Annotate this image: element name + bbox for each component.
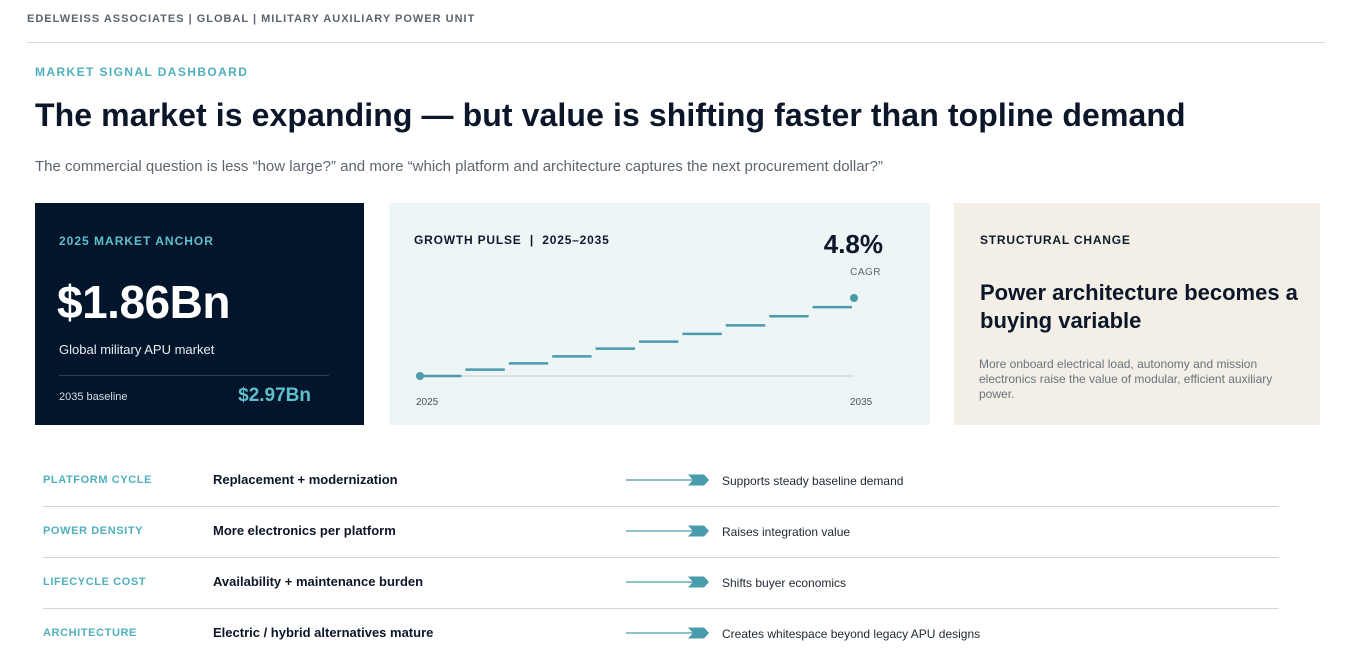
chart-end-point bbox=[850, 294, 858, 302]
page-subtitle: The commercial question is less “how lar… bbox=[35, 158, 883, 175]
breadcrumb: EDELWEISS ASSOCIATES | GLOBAL | MILITARY… bbox=[27, 13, 476, 25]
section-eyebrow: MARKET SIGNAL DASHBOARD bbox=[35, 65, 249, 79]
market-anchor-label: 2025 MARKET ANCHOR bbox=[59, 234, 214, 248]
growth-chart bbox=[416, 294, 858, 380]
growth-pulse-label: GROWTH PULSE | 2025–2035 bbox=[414, 233, 610, 247]
table-row: PLATFORM CYCLE Replacement + modernizati… bbox=[43, 456, 1279, 507]
row-driver: Electric / hybrid alternatives mature bbox=[213, 625, 434, 640]
row-impact: Raises integration value bbox=[722, 525, 851, 539]
growth-pulse-card: GROWTH PULSE | 2025–2035 4.8% CAGR 2025 … bbox=[389, 203, 930, 425]
market-anchor-value: $1.86Bn bbox=[57, 276, 230, 328]
structural-change-description: More onboard electrical load, autonomy a… bbox=[979, 357, 1273, 401]
chart-start-year: 2025 bbox=[416, 397, 439, 408]
structural-change-title: Power architecture becomes a buying vari… bbox=[980, 280, 1298, 333]
arrow-right-icon bbox=[626, 525, 709, 537]
row-driver: Availability + maintenance burden bbox=[213, 574, 424, 589]
driver-table: PLATFORM CYCLE Replacement + modernizati… bbox=[43, 456, 1279, 660]
chart-start-point bbox=[416, 372, 424, 380]
row-category: ARCHITECTURE bbox=[43, 627, 137, 639]
table-row: ARCHITECTURE Electric / hybrid alternati… bbox=[43, 609, 1279, 660]
cagr-value: 4.8% bbox=[823, 229, 883, 259]
row-impact: Creates whitespace beyond legacy APU des… bbox=[722, 627, 981, 641]
arrow-right-icon bbox=[626, 576, 709, 588]
row-category: PLATFORM CYCLE bbox=[43, 474, 153, 486]
row-impact: Supports steady baseline demand bbox=[722, 474, 904, 488]
row-category: POWER DENSITY bbox=[43, 525, 144, 537]
row-driver: More electronics per platform bbox=[213, 523, 396, 538]
structural-change-label: STRUCTURAL CHANGE bbox=[980, 233, 1131, 247]
baseline-value: $2.97Bn bbox=[238, 385, 311, 406]
market-anchor-description: Global military APU market bbox=[59, 342, 215, 357]
cagr-label: CAGR bbox=[850, 267, 881, 278]
table-row: LIFECYCLE COST Availability + maintenanc… bbox=[43, 558, 1279, 609]
header-divider bbox=[27, 42, 1325, 43]
market-anchor-card: 2025 MARKET ANCHOR $1.86Bn Global milita… bbox=[35, 203, 364, 425]
row-category: LIFECYCLE COST bbox=[43, 576, 147, 588]
market-anchor-divider bbox=[59, 375, 329, 376]
arrow-right-icon bbox=[626, 627, 709, 639]
row-driver: Replacement + modernization bbox=[213, 472, 398, 487]
table-row: POWER DENSITY More electronics per platf… bbox=[43, 507, 1279, 558]
row-impact: Shifts buyer economics bbox=[722, 576, 847, 590]
arrow-right-icon bbox=[626, 474, 709, 486]
structural-change-card: STRUCTURAL CHANGE Power architecture bec… bbox=[954, 203, 1320, 425]
chart-end-year: 2035 bbox=[850, 397, 873, 408]
page-title: The market is expanding — but value is s… bbox=[35, 97, 1186, 133]
baseline-label: 2035 baseline bbox=[59, 391, 128, 403]
